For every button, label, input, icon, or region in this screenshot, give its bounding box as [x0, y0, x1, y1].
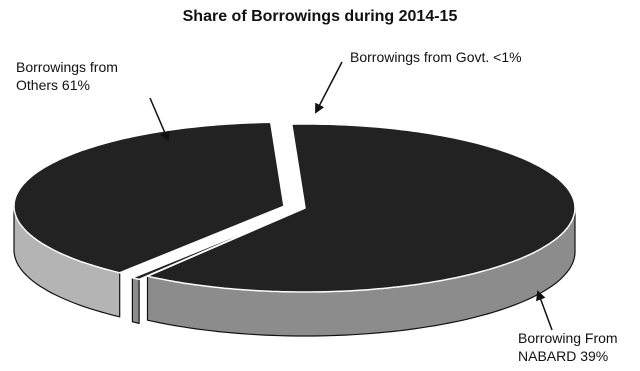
slice-label-others-line-2: Others 61% — [16, 77, 90, 93]
slice-label-others: Borrowings from Others 61% — [16, 58, 118, 94]
slice-label-govt: Borrowings from Govt. <1% — [350, 48, 522, 66]
leader-arrow-others — [149, 97, 170, 142]
slice-label-nabard: Borrowing From NABARD 39% — [518, 329, 618, 365]
pie-slice-1 — [131, 210, 298, 281]
chart-title: Share of Borrowings during 2014-15 — [182, 8, 458, 25]
pie-slice-2 — [13, 121, 285, 274]
leader-arrow-govt — [315, 61, 343, 114]
leader-arrow-nabard — [536, 290, 553, 331]
pie-slice-0 — [146, 123, 576, 293]
pie-side-1-0 — [131, 277, 140, 324]
slice-label-nabard-line-2: NABARD 39% — [518, 348, 609, 364]
slice-label-nabard-line-1: Borrowing From — [518, 330, 618, 346]
slice-label-govt-line-1: Borrowings from Govt. <1% — [350, 49, 522, 65]
slice-label-others-line-1: Borrowings from — [16, 59, 118, 75]
